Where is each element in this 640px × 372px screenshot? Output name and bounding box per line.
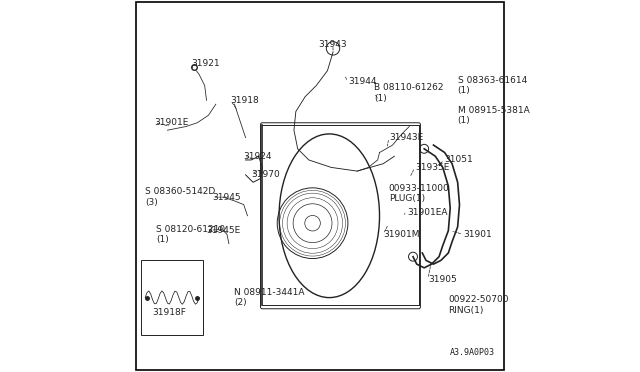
Text: 31944: 31944 [348,77,376,86]
Text: 31945: 31945 [212,193,241,202]
Text: 31051: 31051 [445,155,474,164]
Bar [141,260,203,335]
Text: 31921: 31921 [191,59,220,68]
Text: A3.9A0P03: A3.9A0P03 [450,348,495,357]
Text: 31918: 31918 [231,96,259,105]
Text: S 08363-61614
(1): S 08363-61614 (1) [458,76,527,95]
Text: 31943E: 31943E [389,133,423,142]
Text: S 08120-61210
(1): S 08120-61210 (1) [156,225,225,244]
Text: N 08911-3441A
(2): N 08911-3441A (2) [234,288,305,307]
Text: 31918F: 31918F [152,308,186,317]
Text: 31901EA: 31901EA [408,208,448,217]
Text: 31945E: 31945E [207,226,241,235]
Text: M 08915-5381A
(1): M 08915-5381A (1) [458,106,529,125]
Text: 31901E: 31901E [154,118,189,127]
Text: 00933-11000
PLUG(1): 00933-11000 PLUG(1) [389,184,449,203]
Text: 31901M: 31901M [383,230,420,239]
Text: 00922-50700
RING(1): 00922-50700 RING(1) [449,295,509,315]
Text: 31935E: 31935E [415,163,449,172]
Text: B 08110-61262
(1): B 08110-61262 (1) [374,83,444,103]
Text: 31924: 31924 [244,152,272,161]
Text: 31901: 31901 [463,230,492,239]
Text: 31905: 31905 [428,275,456,283]
Text: 31943: 31943 [319,40,348,49]
Text: S 08360-5142D
(3): S 08360-5142D (3) [145,187,216,207]
Text: 31970: 31970 [251,170,280,179]
